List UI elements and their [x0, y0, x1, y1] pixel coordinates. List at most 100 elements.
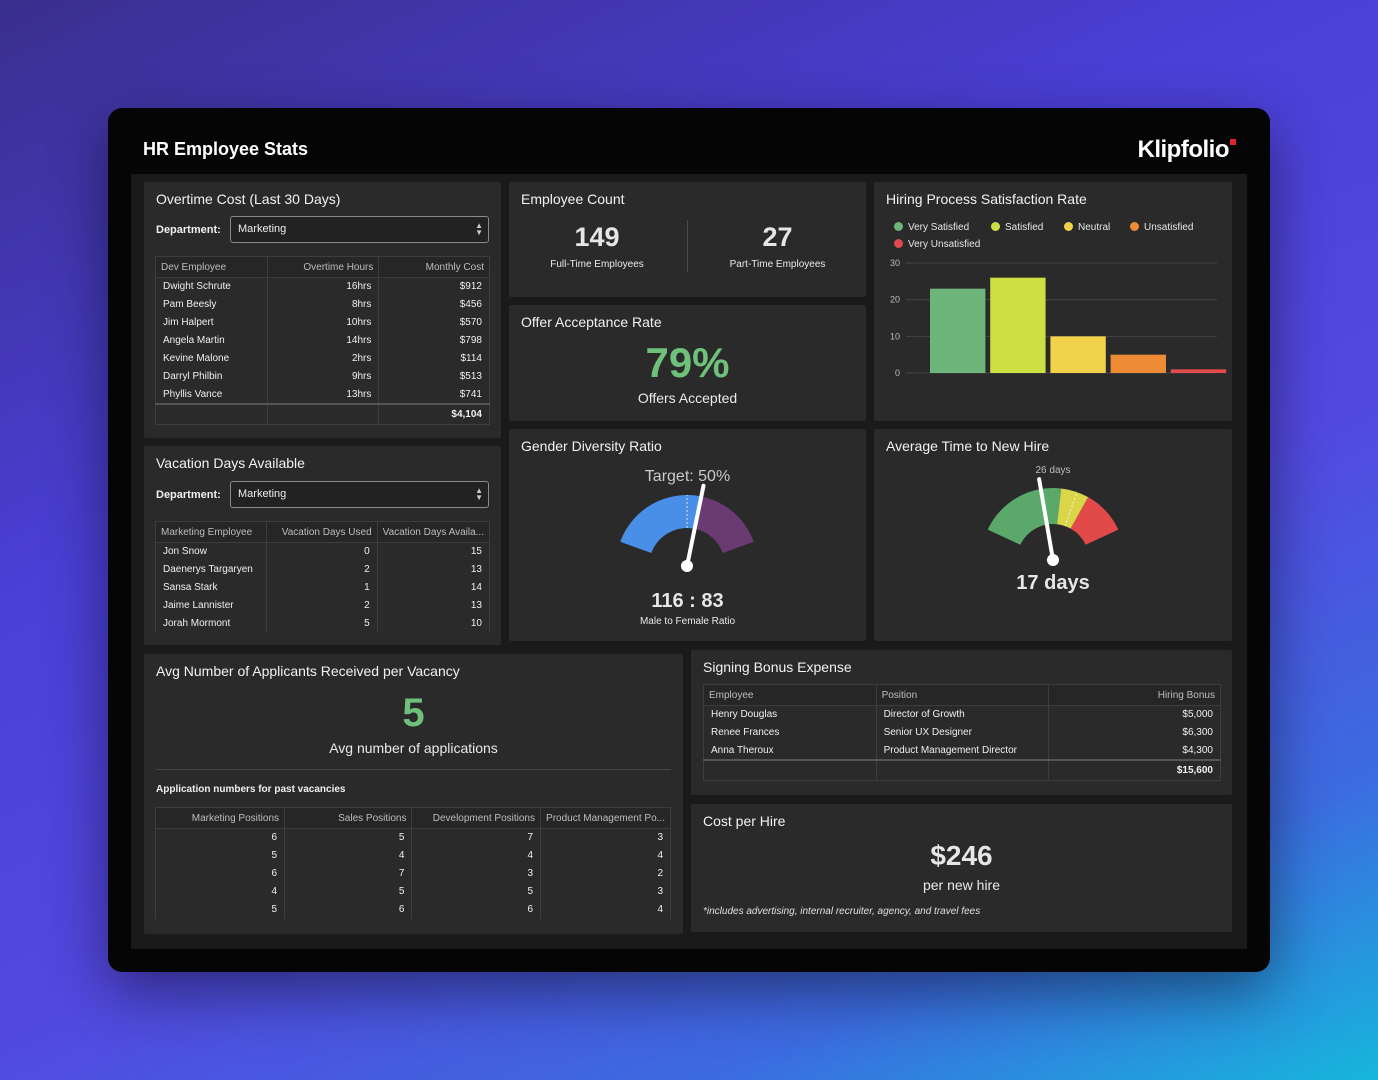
department-select-value: Marketing	[238, 488, 287, 500]
applicants-label: Avg number of applications	[329, 740, 498, 756]
cell: $456	[378, 295, 490, 314]
cell: 3	[411, 864, 541, 883]
offer-rate-value: 79%	[645, 339, 730, 386]
cell: 5	[284, 882, 413, 901]
cell: 4	[411, 846, 541, 865]
column-header[interactable]: Vacation Days Used	[266, 521, 378, 543]
cell: 6	[411, 900, 541, 919]
column-header[interactable]: Sales Positions	[284, 807, 413, 829]
cell: 3	[540, 828, 671, 847]
cell: 5	[154, 900, 286, 919]
department-select[interactable]: Marketing ▲ ▼	[230, 216, 489, 243]
cell	[703, 758, 877, 781]
cell: $6,300	[1048, 723, 1221, 742]
bar-neutral	[1050, 336, 1106, 373]
cost-per-hire-footnote: *includes advertising, internal recruite…	[703, 906, 981, 917]
dashboard-title: HR Employee Stats	[143, 139, 309, 159]
department-label: Department:	[156, 224, 221, 236]
cell: Renee Frances	[703, 723, 877, 742]
cell: 15	[376, 542, 491, 561]
panel-title: Cost per Hire	[703, 813, 786, 829]
panel-title: Avg Number of Applicants Received per Va…	[156, 663, 460, 679]
offer-acceptance-panel: Offer Acceptance Rate 79% Offers Accepte…	[509, 305, 866, 421]
cell: 6	[284, 900, 413, 919]
column-header[interactable]: Employee	[703, 684, 877, 706]
legend-label: Neutral	[1078, 222, 1111, 233]
gauge-needle	[685, 483, 706, 568]
male-arc	[620, 495, 702, 554]
column-header[interactable]: Development Positions	[411, 807, 541, 829]
legend-dot-icon	[991, 222, 1000, 231]
column-header[interactable]: Hiring Bonus	[1048, 684, 1221, 706]
y-tick-label: 20	[890, 295, 900, 305]
column-header[interactable]: Position	[875, 684, 1050, 706]
gender-ratio-value: 116 : 83	[651, 590, 724, 612]
cell: Darryl Philbin	[155, 367, 268, 386]
gauge-hub	[1047, 554, 1059, 566]
cell: $114	[378, 349, 490, 368]
overtime-cost-panel: Overtime Cost (Last 30 Days) Department:…	[144, 182, 501, 438]
column-header[interactable]: Overtime Hours	[266, 256, 380, 278]
time-to-hire-value: 17 days	[1016, 572, 1090, 594]
table-row: Jim Halpert 10hrs $570	[155, 313, 490, 332]
cell: 13	[376, 560, 491, 579]
table-row: Pam Beesly 8hrs $456	[155, 295, 490, 314]
table-row: Jon Snow 0 15	[154, 542, 491, 561]
dashboard-canvas: Overtime Cost (Last 30 Days) Department:…	[131, 174, 1247, 949]
cell: 4	[540, 900, 671, 919]
cell: $4,300	[1048, 741, 1221, 760]
table-row: Renee Frances Senior UX Designer $6,300	[703, 723, 1221, 742]
cell: 16hrs	[266, 277, 380, 296]
legend-dot-icon	[1064, 222, 1073, 231]
cost-per-hire-panel: Cost per Hire $246 per new hire *include…	[691, 804, 1232, 932]
time-to-hire-gauge	[987, 477, 1119, 566]
cell: 10hrs	[266, 313, 380, 332]
table-row: Angela Martin 14hrs $798	[155, 331, 490, 350]
part-time-label: Part-Time Employees	[729, 259, 826, 270]
legend-item[interactable]: Satisfied	[991, 222, 1043, 233]
column-header[interactable]: Monthly Cost	[378, 256, 490, 278]
panel-title: Average Time to New Hire	[886, 438, 1050, 454]
legend-label: Unsatisfied	[1144, 222, 1194, 233]
legend-item[interactable]: Very Unsatisfied	[894, 239, 980, 250]
signing-bonus-total: $15,600	[1048, 758, 1221, 781]
cell	[155, 402, 268, 425]
cell: 5	[266, 614, 378, 633]
select-arrows-icon: ▲ ▼	[475, 486, 483, 502]
select-arrows-icon: ▲ ▼	[475, 221, 483, 237]
column-header[interactable]: Marketing Positions	[154, 807, 286, 829]
part-time-count: 27	[762, 222, 793, 252]
cell: 6	[154, 864, 286, 883]
legend-item[interactable]: Neutral	[1064, 222, 1110, 233]
legend-item[interactable]: Very Satisfied	[894, 222, 969, 233]
panel-title: Overtime Cost (Last 30 Days)	[156, 191, 341, 207]
applicants-table: Marketing Positions Sales Positions Deve…	[154, 807, 671, 919]
table-row: Sansa Stark 1 14	[154, 578, 491, 597]
total-row: $4,104	[155, 402, 490, 425]
column-header[interactable]: Vacation Days Availa...	[376, 521, 491, 543]
column-header[interactable]: Product Management Po...	[540, 807, 671, 829]
offer-rate-label: Offers Accepted	[637, 390, 738, 406]
y-tick-label: 0	[895, 368, 900, 378]
legend-label: Very Satisfied	[908, 222, 970, 233]
panel-title: Offer Acceptance Rate	[521, 314, 662, 330]
time-target-label: 26 days	[1035, 465, 1071, 476]
total-row: $15,600	[703, 758, 1221, 781]
klipfolio-logo: Klipfolio	[1138, 136, 1236, 164]
legend-item[interactable]: Unsatisfied	[1130, 222, 1193, 233]
department-select[interactable]: Marketing ▲ ▼	[230, 481, 489, 508]
cell: 10	[376, 614, 491, 633]
cell: 7	[284, 864, 413, 883]
column-header[interactable]: Marketing Employee	[154, 521, 268, 543]
cell: $912	[378, 277, 490, 296]
cell: Henry Douglas	[703, 705, 877, 724]
legend-label: Very Unsatisfied	[908, 239, 981, 250]
panel-title: Gender Diversity Ratio	[521, 438, 662, 454]
female-arc	[694, 496, 754, 554]
column-header[interactable]: Dev Employee	[155, 256, 268, 278]
department-select-value: Marketing	[238, 223, 287, 235]
cell: 5	[284, 828, 413, 847]
